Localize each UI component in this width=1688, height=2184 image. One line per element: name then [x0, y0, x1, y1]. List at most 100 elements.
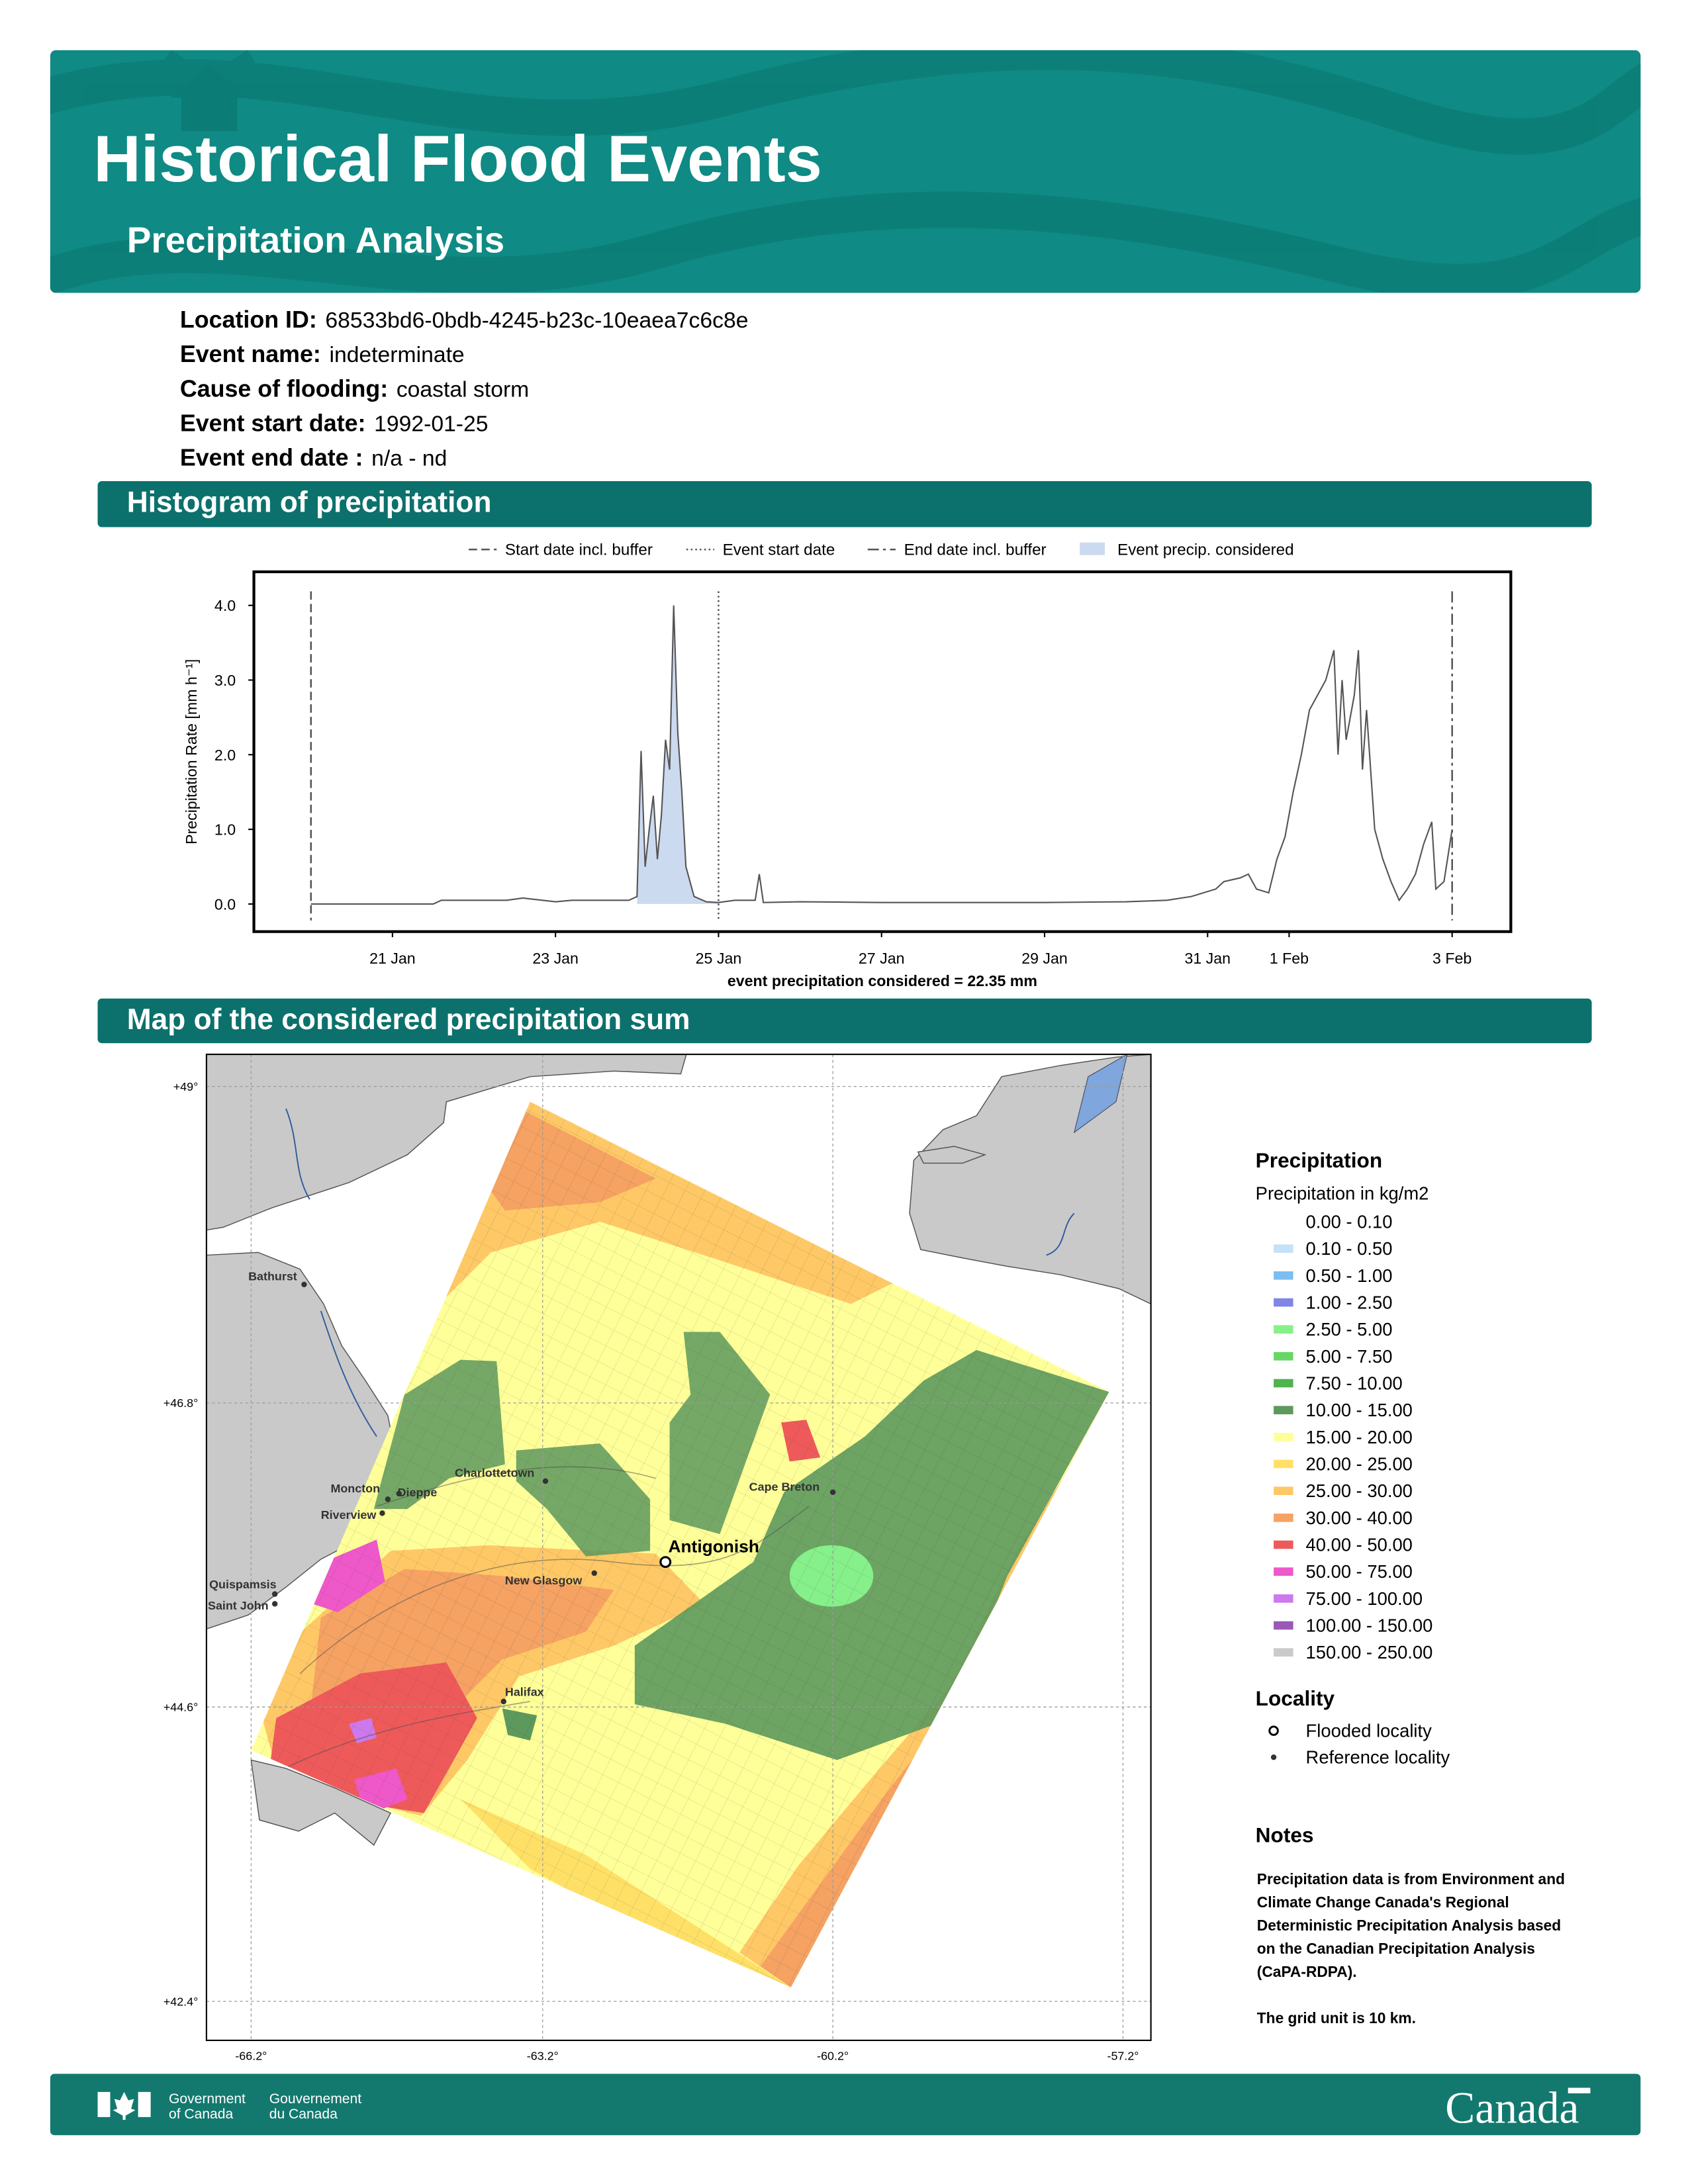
- lon-tick-label: -66.2°: [235, 2049, 267, 2062]
- legend-label: Flooded locality: [1306, 1721, 1432, 1741]
- legend-label: 7.50 - 10.00: [1306, 1373, 1403, 1393]
- precipitation-line: [310, 605, 1453, 905]
- legend-label: 50.00 - 75.00: [1306, 1561, 1413, 1582]
- reference-locality: [379, 1510, 385, 1516]
- legend-title: Precipitation: [1256, 1148, 1382, 1172]
- reference-locality: [271, 1601, 278, 1607]
- reference-locality: [271, 1591, 278, 1597]
- legend-label: End date incl. buffer: [904, 541, 1047, 559]
- locality-label: Moncton: [330, 1482, 380, 1495]
- legend-label: 0.00 - 0.10: [1306, 1211, 1393, 1232]
- legend-label: 100.00 - 150.00: [1306, 1615, 1433, 1636]
- map-graticule: [206, 1054, 1151, 2040]
- info-label: Event name:: [180, 341, 321, 367]
- notes-text: The grid unit is 10 km.: [1257, 2009, 1416, 2026]
- locality-label: Quispamsis: [209, 1578, 277, 1591]
- locality-label: Riverview: [321, 1508, 377, 1522]
- lat-tick-label: +49°: [173, 1080, 199, 1093]
- legend-swatch: [1274, 1325, 1293, 1334]
- legend-label: 2.50 - 5.00: [1306, 1319, 1393, 1340]
- x-tick-label: 25 Jan: [696, 950, 742, 967]
- legend-label: 30.00 - 40.00: [1306, 1508, 1413, 1528]
- legend-title: Locality: [1256, 1686, 1335, 1710]
- legend-swatch: [1274, 1244, 1293, 1253]
- legend-swatch: [1274, 1298, 1293, 1307]
- map-ticks: +49° +46.8° +44.6° +42.4° -66.2° -63.2° …: [164, 1080, 1139, 2063]
- legend-label: 10.00 - 15.00: [1306, 1400, 1413, 1420]
- legend-subtitle: Precipitation in kg/m2: [1256, 1183, 1429, 1203]
- notes-text: Precipitation data is from Environment a…: [1257, 1870, 1565, 1888]
- legend-label: 75.00 - 100.00: [1306, 1588, 1423, 1609]
- legend-label: Start date incl. buffer: [505, 541, 653, 559]
- x-tick-label: 29 Jan: [1021, 950, 1068, 967]
- header-title: Historical Flood Events: [93, 122, 822, 195]
- section-title: Histogram of precipitation: [127, 486, 492, 518]
- footer-background: [50, 2073, 1641, 2136]
- lon-tick-label: -60.2°: [817, 2049, 849, 2062]
- notes-title: Notes: [1256, 1823, 1314, 1847]
- legend-swatch: [1080, 542, 1105, 555]
- locality-label: New Glasgow: [505, 1574, 582, 1587]
- legend-swatch: [1274, 1621, 1293, 1630]
- canada-flag: [97, 2091, 151, 2120]
- map-frame: [205, 1054, 1152, 2042]
- legend-label: 40.00 - 50.00: [1306, 1535, 1413, 1555]
- reference-locality: [385, 1496, 391, 1502]
- reference-locality: [500, 1698, 506, 1705]
- map-legend: Precipitation Precipitation in kg/m2 0.00 …: [1256, 1148, 1565, 2026]
- government-fr: Gouvernement: [269, 2091, 361, 2107]
- info-label: Event start date:: [180, 410, 366, 436]
- canada-wordmark: Canada: [1445, 2083, 1579, 2132]
- legend-swatch: [1274, 1217, 1293, 1226]
- info-line: Cause of flooding: coastal storm: [180, 375, 529, 402]
- locality-label: Dieppe: [398, 1486, 438, 1499]
- legend-swatch: [1274, 1459, 1293, 1469]
- section-bar: [97, 481, 1592, 527]
- locality-label: Bathurst: [248, 1269, 297, 1283]
- legend-swatch: [1274, 1594, 1293, 1603]
- legend-label: 150.00 - 250.00: [1306, 1642, 1433, 1662]
- info-value: n/a - nd: [371, 445, 447, 471]
- y-tick-label: 4.0: [214, 597, 236, 614]
- info-label: Event end date :: [180, 444, 363, 471]
- legend-swatch: [1274, 1514, 1293, 1522]
- government-text: Government of Canada Gouvernement du Can…: [169, 2091, 361, 2122]
- x-tick-label: 27 Jan: [859, 950, 905, 967]
- map: Bathurst Moncton Dieppe Riverview Charlottet…: [164, 1054, 1152, 2063]
- plot-frame: [252, 570, 1513, 933]
- legend-swatch: [1274, 1352, 1293, 1361]
- info-value: coastal storm: [397, 377, 529, 402]
- rivers: [285, 1108, 1075, 1437]
- header: Historical Flood Events Precipitation An…: [50, 50, 1641, 293]
- y-tick-label: 3.0: [214, 672, 236, 689]
- x-tick-label: 21 Jan: [369, 950, 416, 967]
- legend-reference-marker: [1270, 1754, 1277, 1760]
- notes-text: Climate Change Canada's Regional: [1257, 1893, 1509, 1911]
- y-axis-label: Precipitation Rate [mm h⁻¹]: [183, 659, 200, 844]
- legend-label: Event precip. considered: [1117, 541, 1294, 559]
- annotation: event precipitation considered = 22.35 m…: [727, 972, 1037, 989]
- info-value: 68533bd6-0bdb-4245-b23c-10eaea7c6c8e: [325, 308, 748, 333]
- legend-swatch: [1274, 1648, 1293, 1657]
- section-bar: [97, 998, 1592, 1044]
- lake: [1073, 1054, 1128, 1134]
- lat-tick-label: +44.6°: [164, 1701, 198, 1714]
- event-area: [637, 605, 719, 904]
- histogram-chart: 0.0 1.0 2.0 3.0 4.0 21 Jan 23 Jan 25 Jan 27 Jan 2…: [183, 541, 1513, 989]
- y-tick-label: 0.0: [214, 895, 236, 913]
- legend-label: 15.00 - 20.00: [1306, 1427, 1413, 1447]
- legend-swatch: [1274, 1406, 1293, 1414]
- legend-flooded-marker: [1268, 1725, 1279, 1736]
- locality-label: Halifax: [505, 1685, 544, 1698]
- legend-label: 0.10 - 0.50: [1306, 1238, 1393, 1259]
- info-value: indeterminate: [329, 342, 464, 367]
- legend-label: Event start date: [723, 541, 835, 559]
- legend-swatch: [1274, 1271, 1293, 1280]
- locality-label: Cape Breton: [749, 1480, 820, 1494]
- flooded-locality: [659, 1556, 672, 1569]
- lon-tick-label: -63.2°: [527, 2049, 559, 2062]
- header-subtitle: Precipitation Analysis: [127, 219, 504, 260]
- legend-label: 1.00 - 2.50: [1306, 1292, 1393, 1312]
